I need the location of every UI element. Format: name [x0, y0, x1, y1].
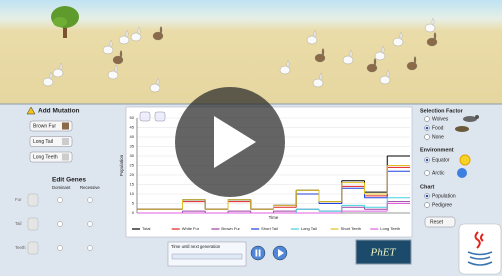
x-axis-label: Time	[269, 215, 279, 220]
legend-label: Total	[142, 226, 151, 231]
bunny-ear	[60, 64, 62, 71]
radio-label: Pedigree	[432, 202, 452, 208]
y-tick-label: 45	[130, 125, 135, 130]
radio-label: Population	[432, 193, 456, 199]
mutation-icon	[62, 138, 69, 145]
bunny-ear	[157, 79, 159, 86]
gene-radio[interactable]	[58, 198, 63, 203]
mutation-label: Long Tail	[33, 139, 53, 145]
bunny-ear	[126, 31, 128, 38]
food-icon	[455, 126, 469, 132]
legend-label: Short Tail	[261, 226, 278, 231]
y-tick-label: 35	[130, 144, 135, 149]
mutation-icon	[62, 154, 69, 161]
bunny-ear	[50, 73, 52, 80]
column-header: Recessive	[80, 185, 100, 190]
gene-row-label: Tail	[15, 221, 21, 226]
y-tick-label: 50	[130, 115, 135, 120]
gene-icon	[28, 242, 38, 254]
bunny-ear	[138, 28, 140, 35]
sun-icon	[460, 155, 470, 165]
bunny-ear	[287, 61, 289, 68]
radio-label: Equator	[432, 157, 450, 163]
bunny-ear	[414, 57, 416, 64]
radio-label: None	[432, 134, 444, 140]
bunny-ear	[160, 27, 162, 34]
legend-label: Brown Fur	[221, 226, 240, 231]
gene-radio[interactable]	[88, 246, 93, 251]
bunny-ear	[387, 71, 389, 78]
mutation-label: Brown Fur	[33, 123, 56, 129]
radio-label: Wolves	[432, 116, 449, 122]
gene-icon	[28, 194, 38, 206]
radio-button[interactable]	[425, 135, 430, 140]
legend-label: Long Tail	[301, 226, 317, 231]
bunny-ear	[115, 66, 117, 73]
pause-button[interactable]	[251, 246, 265, 260]
mutation-label: Long Teeth	[33, 154, 58, 160]
legend-label: Long Teeth	[380, 226, 400, 231]
radio-button[interactable]	[425, 203, 430, 208]
radio-button[interactable]	[425, 117, 430, 122]
bunny-ear	[120, 51, 122, 58]
genes-title: Edit Genes	[52, 177, 86, 184]
radio-selected	[426, 195, 429, 198]
y-tick-label: 30	[130, 153, 135, 158]
gene-row-label: Fur	[15, 197, 22, 202]
selection-title: Selection Factor	[420, 108, 464, 114]
bunny-ear	[400, 33, 402, 40]
gene-icon	[28, 218, 38, 230]
bunny-ear	[432, 19, 434, 26]
y-tick-label: 25	[130, 163, 135, 168]
legend-label: Short Teeth	[341, 226, 361, 231]
gene-row-label: Teeth	[15, 245, 26, 250]
gene-radio[interactable]	[88, 198, 93, 203]
zoom-out-button[interactable]	[155, 112, 165, 121]
bunny-ear	[374, 59, 376, 66]
column-header: Dominant	[52, 185, 71, 190]
timer-label: Time until next generation	[171, 244, 221, 249]
environment-title: Environment	[420, 147, 454, 153]
y-tick-label: 40	[130, 134, 135, 139]
chart-title: Chart	[420, 184, 435, 190]
bunny-ear	[350, 51, 352, 58]
reset-label: Reset	[430, 219, 444, 225]
y-tick-label: 15	[130, 182, 135, 187]
legend-label: White Fur	[182, 226, 200, 231]
gene-radio[interactable]	[58, 222, 63, 227]
y-tick-label: 20	[130, 172, 135, 177]
bunny-ear	[382, 47, 384, 54]
simulation-window: Add Mutation Brown Fur Long Tail Long Teet…	[0, 0, 502, 276]
mutation-title: Add Mutation	[38, 108, 80, 115]
y-axis-label: Population	[119, 154, 124, 176]
bunny-ear	[314, 31, 316, 38]
logo-text: PhET	[369, 247, 396, 259]
radio-selected	[426, 159, 429, 162]
bunny-ear	[434, 33, 436, 40]
radio-label: Arctic	[432, 170, 445, 176]
radio-button[interactable]	[425, 171, 430, 176]
bunny-ear	[322, 49, 324, 56]
zoom-in-button[interactable]	[140, 112, 150, 121]
gene-radio[interactable]	[88, 222, 93, 227]
y-tick-label: 10	[130, 191, 135, 196]
radio-selected	[426, 127, 429, 130]
snow-icon	[457, 168, 467, 178]
timer-bar	[172, 254, 242, 259]
radio-label: Food	[432, 125, 444, 131]
java-logo	[459, 224, 501, 274]
bunny-ear	[320, 74, 322, 81]
mutation-icon	[62, 123, 69, 130]
bunny-ear	[110, 41, 112, 48]
gene-radio[interactable]	[58, 246, 63, 251]
